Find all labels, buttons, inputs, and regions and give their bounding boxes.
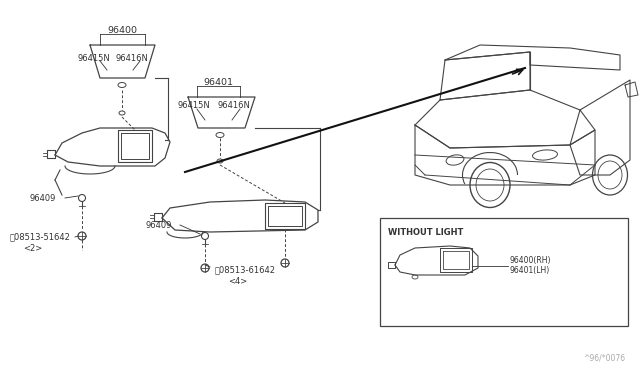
Text: <2>: <2>	[23, 244, 42, 253]
Text: 96401(LH): 96401(LH)	[510, 266, 550, 276]
Text: Ⓢ08513-51642: Ⓢ08513-51642	[10, 232, 71, 241]
Text: 96416N: 96416N	[115, 54, 148, 62]
Text: 96400: 96400	[107, 26, 137, 35]
Text: ^96/*0076: ^96/*0076	[583, 353, 625, 362]
Text: 96415N: 96415N	[178, 100, 211, 109]
Bar	[380, 218, 628, 326]
Text: 96409: 96409	[30, 193, 56, 202]
Text: Ⓢ08513-61642: Ⓢ08513-61642	[215, 266, 276, 275]
Text: WITHOUT LIGHT: WITHOUT LIGHT	[388, 228, 463, 237]
Text: 96409: 96409	[145, 221, 172, 230]
Text: 96415N: 96415N	[78, 54, 111, 62]
Text: 96416N: 96416N	[218, 100, 251, 109]
Text: 96401: 96401	[203, 77, 233, 87]
Text: 96400(RH): 96400(RH)	[510, 256, 552, 264]
Text: <4>: <4>	[228, 276, 247, 285]
